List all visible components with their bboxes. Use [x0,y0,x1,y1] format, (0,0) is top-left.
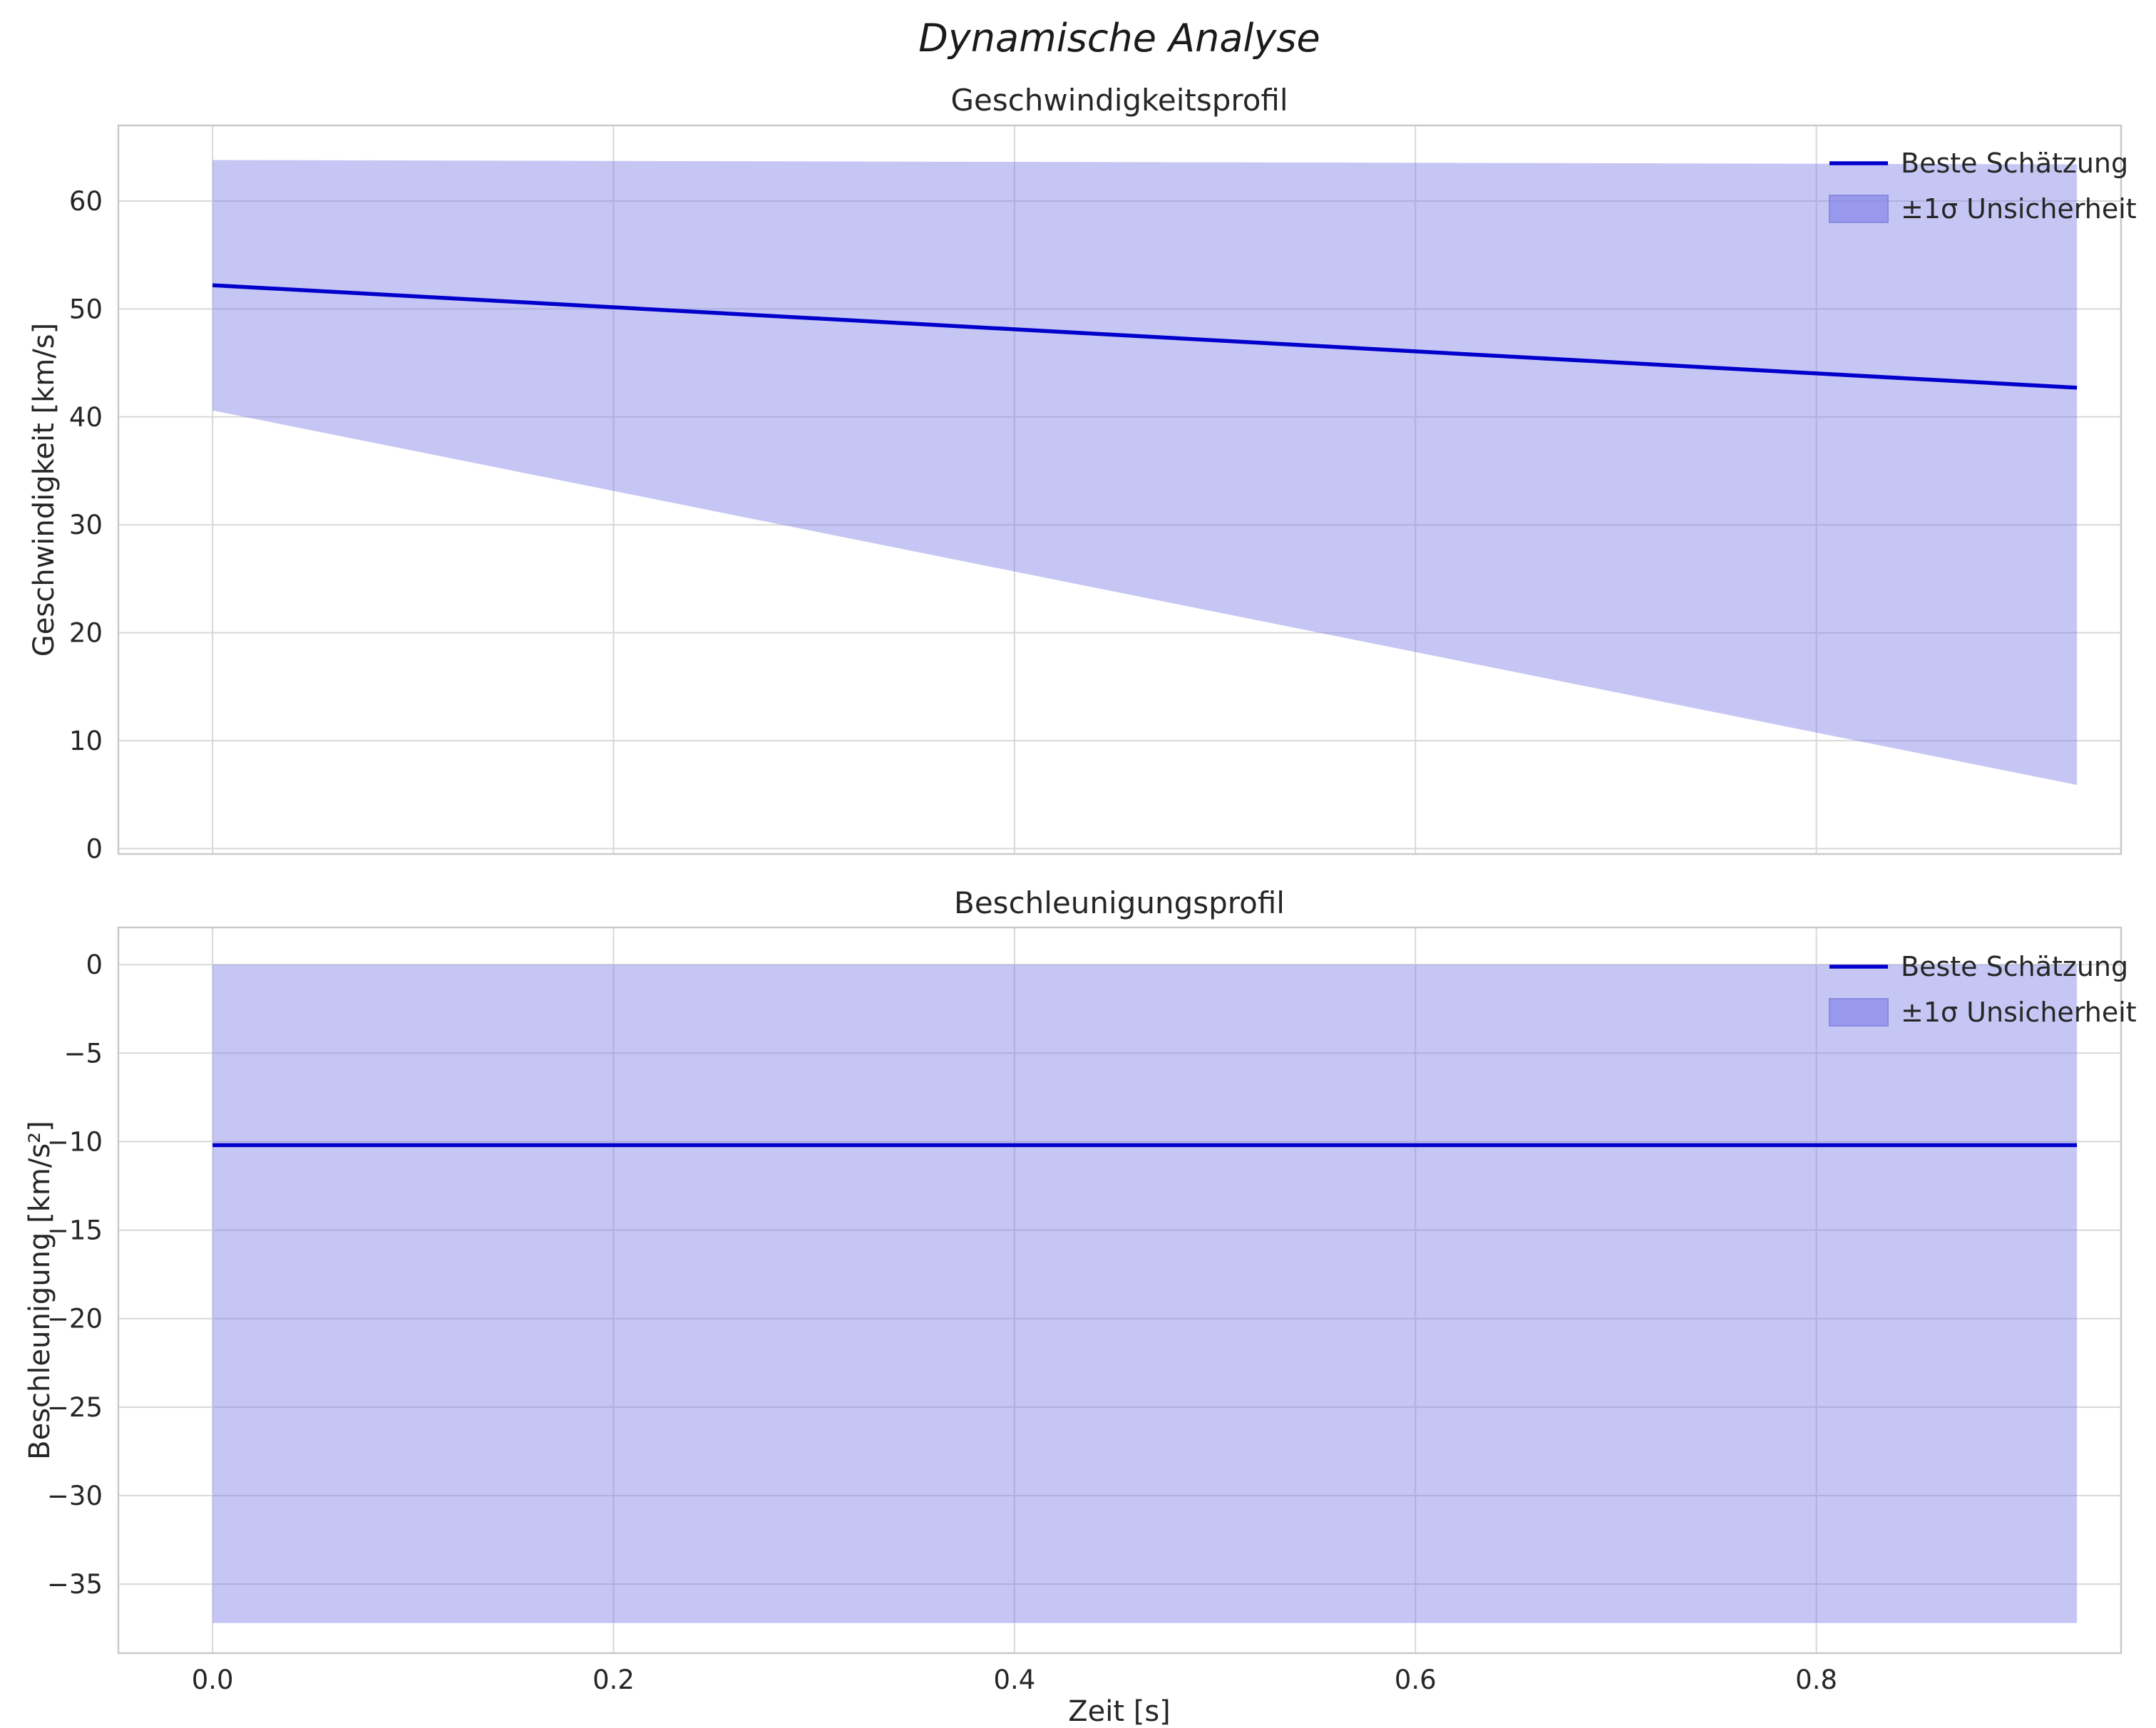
legend-label-line: Beste Schätzung [1901,951,2128,982]
y-tick-label: 10 [69,726,103,756]
x-tick-label: 0.2 [592,1665,635,1695]
y-tick-label: −20 [47,1304,103,1334]
figure-title: Dynamische Analyse [918,16,1320,61]
velocity-y-axis-label: Geschwindigkeit [km/s] [28,322,61,657]
uncertainty-band [212,160,2078,786]
y-tick-label: −25 [47,1392,103,1423]
legend-label-line: Beste Schätzung [1901,148,2128,179]
legend-label-band: ±1σ Unsicherheit [1901,193,2137,225]
axes-border [117,926,2122,1655]
x-tick-label: 0.0 [192,1665,234,1695]
y-tick-label: 20 [69,618,103,649]
y-tick-label: 0 [86,833,103,864]
y-tick-label: 60 [69,186,103,217]
legend-band-swatch [1829,195,1889,223]
acceleration-chart-title: Beschleunigungsprofil [954,885,1285,920]
axes-border [117,124,2122,855]
legend-label-band: ±1σ Unsicherheit [1901,997,2137,1028]
y-tick-label: −35 [47,1569,103,1600]
velocity-chart-title: Geschwindigkeitsprofil [950,83,1288,118]
y-tick-label: −30 [47,1481,103,1511]
x-axis-label: Zeit [s] [1068,1695,1171,1728]
y-tick-label: −15 [47,1215,103,1246]
x-tick-label: 0.6 [1395,1665,1437,1695]
x-tick-label: 0.8 [1795,1665,1837,1695]
legend-band-swatch [1829,998,1889,1027]
y-tick-label: 30 [69,510,103,540]
y-tick-label: 50 [69,294,103,324]
y-tick-label: 40 [69,402,103,433]
x-tick-label: 0.4 [993,1665,1035,1695]
y-tick-label: 0 [86,950,103,980]
y-tick-label: −10 [47,1126,103,1157]
acceleration-y-axis-label: Beschleunigung [km/s²] [24,1121,56,1460]
y-tick-label: −5 [63,1038,103,1069]
best-estimate-line [212,283,2078,390]
uncertainty-band [212,965,2078,1623]
